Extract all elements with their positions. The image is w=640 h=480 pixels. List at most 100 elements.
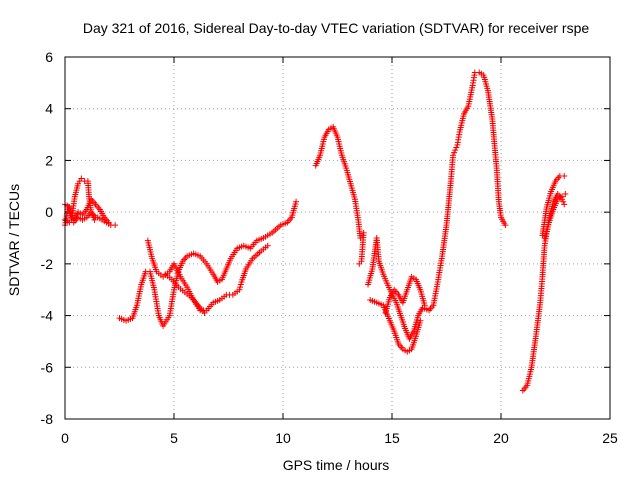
data-point [404, 348, 411, 355]
data-point [227, 255, 234, 262]
data-point [502, 222, 509, 229]
data-point [524, 382, 531, 389]
data-point [561, 172, 568, 179]
data-point [247, 245, 254, 252]
data-point [408, 273, 415, 280]
data-point [321, 134, 328, 141]
data-point [426, 307, 433, 314]
data-point [88, 196, 95, 203]
data-point [421, 302, 428, 309]
data-point [214, 278, 221, 285]
data-point [545, 219, 552, 226]
data-point [480, 72, 487, 79]
data-point [188, 294, 195, 301]
data-point [410, 328, 417, 335]
data-point [238, 278, 245, 285]
data-point [175, 284, 182, 291]
data-point [391, 286, 398, 293]
data-point [223, 266, 230, 273]
data-point [548, 188, 555, 195]
data-point [293, 198, 300, 205]
data-point [162, 271, 169, 278]
data-point [373, 235, 380, 241]
data-point [249, 255, 256, 262]
data-point [153, 268, 160, 275]
data-point [347, 180, 354, 187]
data-point [312, 162, 319, 169]
data-point [138, 281, 145, 288]
data-point [554, 191, 561, 198]
axis-ticks [64, 56, 611, 420]
data-point [539, 273, 546, 280]
data-point [412, 333, 419, 340]
y-tick-label: -2 [41, 256, 54, 272]
data-point [70, 219, 77, 226]
data-point [166, 312, 173, 319]
data-point [450, 152, 457, 159]
data-point [105, 219, 112, 226]
data-point [543, 203, 550, 210]
data-point [552, 178, 559, 185]
y-tick-label: 0 [45, 204, 53, 220]
data-point [112, 222, 119, 229]
data-point [417, 317, 424, 324]
data-point [365, 281, 372, 288]
data-point [116, 315, 123, 322]
y-tick-label: -6 [41, 359, 54, 375]
data-point [260, 235, 267, 241]
data-point-interp [453, 144, 460, 151]
data-point [454, 141, 461, 148]
x-tick-label: 15 [384, 430, 400, 446]
data-point [367, 297, 374, 304]
data-point [493, 165, 500, 172]
y-tick-label: 2 [45, 152, 53, 168]
data-point [84, 178, 91, 185]
data-point [528, 364, 535, 371]
series-arc-7 [313, 125, 367, 262]
data-point [541, 235, 548, 241]
data-point [439, 253, 446, 260]
data-point [369, 266, 376, 273]
data-point [360, 229, 367, 236]
series-arc-13 [542, 194, 563, 239]
y-tick-label: -4 [41, 308, 54, 324]
data-point [66, 203, 73, 210]
data-point [338, 152, 345, 159]
x-tick-label: 0 [61, 430, 69, 446]
data-point [83, 206, 90, 213]
data-point [288, 214, 295, 221]
data-point [240, 242, 247, 249]
data-point [382, 309, 389, 316]
data-point-interp [560, 198, 567, 205]
data-point [537, 299, 544, 306]
data-point [71, 193, 78, 200]
data-point [88, 209, 95, 216]
data-point [194, 302, 201, 309]
data-point [234, 245, 241, 252]
data-point [184, 253, 191, 260]
data-point [417, 286, 424, 293]
data-point [386, 317, 393, 324]
data-point [179, 258, 186, 265]
data-point [79, 216, 86, 223]
data-point [317, 152, 324, 159]
y-axis-label: SDTVAR / TECUs [6, 184, 22, 296]
data-point [559, 193, 566, 200]
data-point [399, 346, 406, 353]
data-point [447, 178, 454, 185]
data-point [325, 126, 332, 133]
data-point [181, 289, 188, 296]
data-point [498, 214, 504, 221]
series-arc-12 [539, 174, 562, 237]
data-point [460, 110, 467, 117]
data-point [83, 214, 90, 221]
data-point [406, 335, 413, 342]
data-point [177, 273, 184, 280]
data-point [236, 286, 243, 293]
data-point [144, 237, 151, 244]
data-point [397, 312, 404, 319]
data-point [495, 198, 502, 205]
data-point [532, 333, 539, 340]
data-point [550, 206, 557, 213]
